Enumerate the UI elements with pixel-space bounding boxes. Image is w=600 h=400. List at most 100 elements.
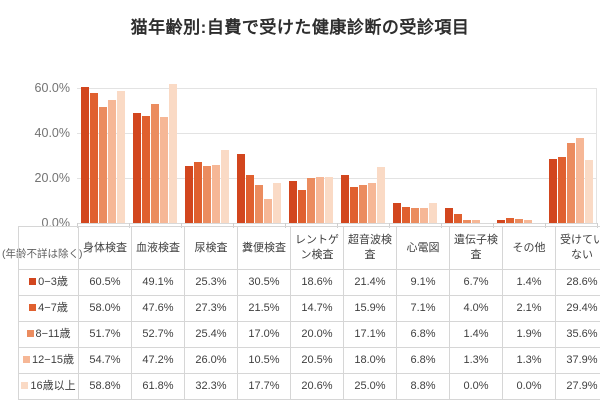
value-cell-4−7歳-血液検査: 47.6% (131, 295, 185, 322)
x-tick (285, 223, 286, 228)
bar-0−3歳-糞便検査 (237, 154, 245, 223)
value-cell-12−15歳-尿検査: 26.0% (184, 347, 238, 374)
value-cell-0−3歳-血液検査: 49.1% (131, 269, 185, 296)
bar-16歳以上-超音波検査 (377, 166, 385, 223)
column-header-受けていない: 受けていない (555, 226, 600, 270)
value-cell-16歳以上-受けていない: 27.9% (555, 373, 600, 400)
bar-12−15歳-血液検査 (160, 116, 168, 223)
bar-4−7歳-血液検査 (142, 115, 150, 223)
value-cell-8−11歳-レントゲン検査: 20.0% (290, 321, 344, 348)
value-cell-4−7歳-レントゲン検査: 14.7% (290, 295, 344, 322)
value-cell-0−3歳-遺伝子検査: 6.7% (449, 269, 503, 296)
value-cell-0−3歳-身体検査: 60.5% (78, 269, 132, 296)
x-tick (545, 223, 546, 228)
bar-8−11歳-心電図 (411, 207, 419, 223)
plot-area: 0.0% 20.0% 40.0% 60.0% (34, 81, 598, 230)
value-cell-4−7歳-受けていない: 29.4% (555, 295, 600, 322)
bar-12−15歳-尿検査 (212, 164, 220, 223)
value-cell-8−11歳-受けていない: 35.6% (555, 321, 600, 348)
legend-marker-16歳以上 (21, 381, 29, 389)
value-cell-16歳以上-心電図: 8.8% (396, 373, 450, 400)
column-header-血液検査: 血液検査 (131, 226, 185, 270)
value-cell-8−11歳-身体検査: 51.7% (78, 321, 132, 348)
y-tick-label: 20.0% (34, 171, 70, 185)
value-cell-4−7歳-身体検査: 58.0% (78, 295, 132, 322)
value-cell-16歳以上-身体検査: 58.8% (78, 373, 132, 400)
column-header-その他: その他 (502, 226, 556, 270)
value-cell-12−15歳-その他: 1.3% (502, 347, 556, 374)
value-cell-4−7歳-心電図: 7.1% (396, 295, 450, 322)
value-cell-16歳以上-遺伝子検査: 0.0% (449, 373, 503, 400)
bar-group-遺伝子検査 (441, 88, 493, 223)
value-cell-12−15歳-受けていない: 37.9% (555, 347, 600, 374)
bar-12−15歳-心電図 (420, 207, 428, 223)
value-cell-16歳以上-レントゲン検査: 20.6% (290, 373, 344, 400)
bar-4−7歳-受けていない (558, 156, 566, 223)
bar-8−11歳-遺伝子検査 (463, 219, 471, 223)
y-tick-label: 60.0% (34, 81, 70, 95)
bar-12−15歳-身体検査 (108, 99, 116, 223)
table-header-row: 身体検査 血液検査 尿検査 糞便検査 レントゲン検査 超音波検査 心電図 遺伝子検査 その他 受け… (18, 226, 600, 270)
value-cell-8−11歳-その他: 1.9% (502, 321, 556, 348)
chart-title: 猫年齢別:自費で受けた健康診断の受診項目 (130, 18, 470, 37)
value-cell-0−3歳-糞便検査: 30.5% (237, 269, 291, 296)
bar-0−3歳-受けていない (549, 158, 557, 223)
bar-16歳以上-心電図 (429, 203, 437, 223)
bar-group-その他 (493, 88, 545, 223)
bar-group-身体検査 (77, 86, 129, 223)
bar-0−3歳-その他 (497, 219, 505, 223)
value-cell-16歳以上-尿検査: 32.3% (184, 373, 238, 400)
value-cell-0−3歳-受けていない: 28.6% (555, 269, 600, 296)
x-tick (181, 223, 182, 228)
value-cell-8−11歳-血液検査: 52.7% (131, 321, 185, 348)
bar-12−15歳-その他 (524, 220, 532, 223)
gridline-60.0% (77, 88, 597, 89)
legend-marker-0−3歳 (29, 277, 37, 285)
table-row-0−3歳: 0−3歳 60.5% 49.1% 25.3% 30.5% 18.6% 21.4% 9.1% 6.… (18, 269, 600, 296)
bar-8−11歳-その他 (515, 218, 523, 223)
table-corner-cell (18, 226, 79, 270)
table-row-16歳以上: 16歳以上 58.8% 61.8% 32.3% 17.7% 20.6% 25.0% 8.8% 0… (18, 373, 600, 400)
data-table: 身体検査 血液検査 尿検査 糞便検査 レントゲン検査 超音波検査 心電図 遺伝子検査 その他 受け… (18, 226, 600, 400)
column-header-超音波検査: 超音波検査 (343, 226, 397, 270)
table-header: 身体検査 血液検査 尿検査 糞便検査 レントゲン検査 超音波検査 心電図 遺伝子検査 その他 受け… (18, 226, 600, 270)
value-cell-12−15歳-遺伝子検査: 1.3% (449, 347, 503, 374)
bar-16歳以上-血液検査 (169, 83, 177, 223)
bar-group-超音波検査 (337, 88, 389, 223)
value-cell-0−3歳-尿検査: 25.3% (184, 269, 238, 296)
gridline-20.0% (77, 178, 597, 179)
bar-0−3歳-レントゲン検査 (289, 181, 297, 223)
legend-marker-12−15歳 (23, 355, 31, 363)
value-cell-4−7歳-糞便検査: 21.5% (237, 295, 291, 322)
column-header-身体検査: 身体検査 (78, 226, 132, 270)
value-cell-4−7歳-超音波検査: 15.9% (343, 295, 397, 322)
bar-0−3歳-超音波検査 (341, 174, 349, 223)
bar-4−7歳-身体検査 (90, 92, 98, 223)
bar-0−3歳-遺伝子検査 (445, 207, 453, 223)
value-cell-0−3歳-超音波検査: 21.4% (343, 269, 397, 296)
bar-16歳以上-レントゲン検査 (325, 176, 333, 223)
bar-8−11歳-尿検査 (203, 165, 211, 223)
bar-8−11歳-糞便検査 (255, 184, 263, 223)
bar-16歳以上-糞便検査 (273, 183, 281, 223)
table-row-8−11歳: 8−11歳 51.7% 52.7% 25.4% 17.0% 20.0% 17.1% 6.8% 1… (18, 321, 600, 348)
value-cell-8−11歳-遺伝子検査: 1.4% (449, 321, 503, 348)
bar-group-心電図 (389, 88, 441, 223)
bar-group-糞便検査 (233, 88, 285, 223)
bar-8−11歳-レントゲン検査 (307, 178, 315, 223)
bar-4−7歳-糞便検査 (246, 174, 254, 223)
bar-group-受けていない (545, 88, 597, 223)
bar-4−7歳-その他 (506, 218, 514, 223)
x-tick (337, 223, 338, 228)
value-cell-12−15歳-糞便検査: 10.5% (237, 347, 291, 374)
column-header-レントゲン検査: レントゲン検査 (290, 226, 344, 270)
bar-0−3歳-心電図 (393, 202, 401, 223)
bar-4−7歳-レントゲン検査 (298, 189, 306, 223)
bar-group-血液検査 (129, 83, 181, 223)
value-cell-16歳以上-血液検査: 61.8% (131, 373, 185, 400)
plot-right-border (596, 88, 597, 223)
value-cell-12−15歳-血液検査: 47.2% (131, 347, 185, 374)
bar-0−3歳-血液検査 (133, 112, 141, 223)
value-cell-0−3歳-その他: 1.4% (502, 269, 556, 296)
